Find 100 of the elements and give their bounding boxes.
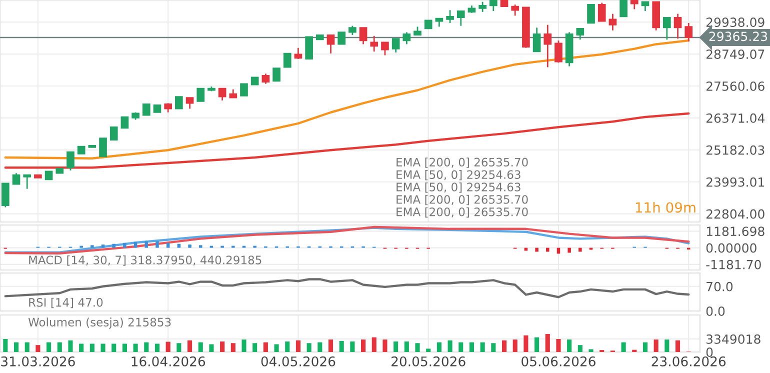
y-tick-label: 26371.04 [706,113,764,123]
bar [177,244,181,248]
bar [68,340,73,352]
annotation: EMA [200, 0] 26535.70 [396,207,528,218]
y-tick-label: 3349018 [706,334,760,344]
bar [220,341,225,352]
bar [545,334,550,352]
bar [14,342,19,352]
y-tick-label: 23993.01 [706,177,764,187]
bar [675,340,680,352]
candlestick [663,16,671,40]
bar [306,343,312,352]
bar [621,342,626,352]
candlestick [359,26,368,45]
bar [382,340,388,352]
line-series [4,112,690,169]
annotation: Wolumen (sesja) 215853 [28,318,171,329]
x-tick-label: 05.06.2026 [522,356,596,366]
bar [176,343,182,352]
candlestick [478,1,486,13]
candlestick [598,2,606,22]
annotation: EMA [200, 0] 26535.70 [396,194,528,206]
bar [3,338,8,352]
candlestick [608,13,617,32]
candlestick [684,22,693,42]
bar [404,341,409,352]
bar [654,340,658,352]
bar [372,337,376,352]
candlestick [305,36,313,60]
bar [512,340,518,352]
candlestick [544,24,552,68]
bar [567,340,572,352]
bar [188,244,192,248]
candlestick [142,104,150,116]
bar [394,341,398,352]
line-series [4,278,690,298]
candlestick [674,13,682,40]
candlestick [338,32,346,45]
bar [154,344,160,352]
bar [458,342,464,352]
candlestick [110,126,118,141]
bar [36,345,40,352]
bar [90,245,94,248]
bar [57,342,62,352]
y-tick-label: 28749.07 [706,50,764,59]
bar [296,340,300,352]
bar [122,344,127,352]
bar [436,342,442,352]
bar [133,344,138,352]
x-tick-label: 16.04.2026 [132,356,206,366]
y-tick-label: 29938.09 [706,18,764,28]
bar [361,340,366,352]
bar [263,342,268,352]
annotation: MACD [14, 30, 7] 318.37950, 440.29185 [29,255,262,266]
bar [448,340,452,352]
bar [524,335,528,352]
candlestick [456,10,465,26]
candlestick [511,4,520,16]
candlestick [196,88,205,102]
y-tick-label: -1181.70 [706,260,761,270]
bar [230,343,236,352]
bar [46,342,52,352]
y-tick-label: 22804.00 [706,209,764,219]
y-tick-label: 27560.06 [706,81,764,91]
candlestick [99,138,107,158]
candlestick [490,0,498,12]
candlestick [262,72,270,84]
bar [578,248,582,252]
bar [535,248,538,252]
bar [198,342,203,352]
bar [350,341,355,352]
y-tick-label: 70.0 [706,282,733,292]
annotation: 11h 09m [636,202,696,213]
candlestick [370,35,378,52]
bar [588,349,594,352]
bar [24,342,30,352]
candlestick [175,96,183,110]
annotation: EMA [50, 0] 29254.63 [396,170,520,180]
candlestick [240,83,248,96]
bar [578,345,582,352]
candlestick [348,25,356,36]
candlestick [381,42,389,56]
y-tick-label: 0 [706,347,713,357]
bar [188,340,192,352]
candlestick [532,26,541,52]
bar [664,340,670,352]
candlestick [326,34,335,54]
candlestick [12,172,20,185]
annotation: EMA [200, 0] 26535.70 [396,158,528,168]
y-tick-label: 0.0 [706,306,725,316]
bar [469,342,474,352]
bar [101,244,105,248]
x-tick-label: 31.03.2026 [1,356,75,366]
bar [90,344,94,352]
candlestick [283,52,292,68]
bar [339,340,344,352]
candlestick [120,116,129,129]
bar [285,341,290,352]
bar [252,343,258,352]
bar [156,241,159,248]
